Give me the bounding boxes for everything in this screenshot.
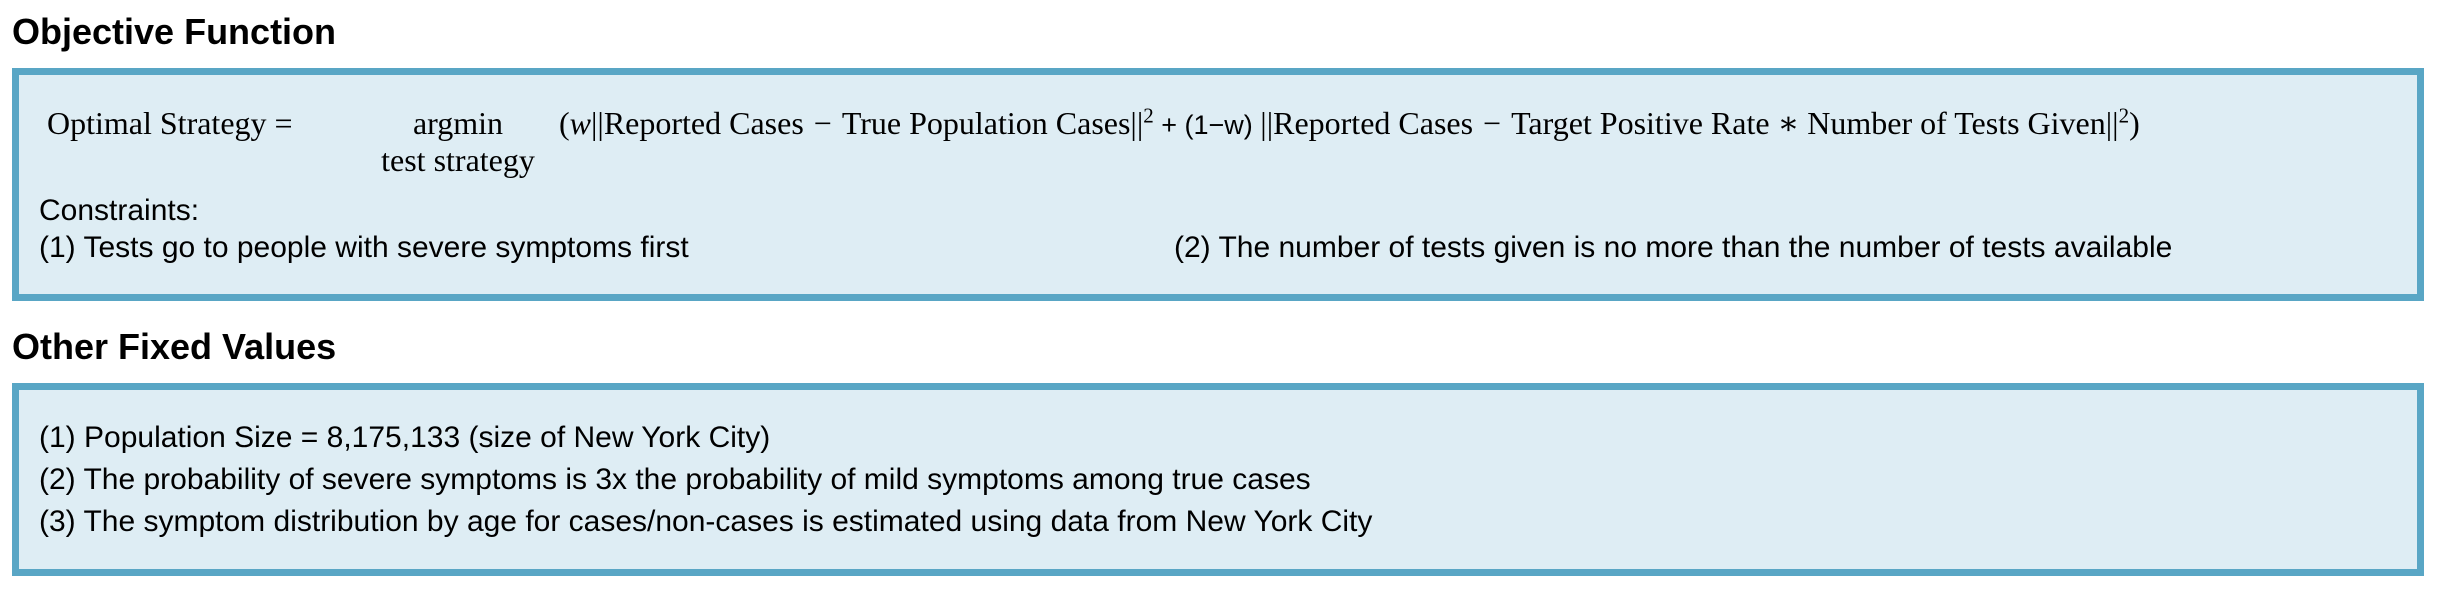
minus-sign-2: − bbox=[1483, 105, 1502, 141]
argmin-subscript: test strategy bbox=[381, 142, 535, 178]
reported-cases-term-2: Reported Cases bbox=[1273, 105, 1474, 141]
objective-formula: Optimal Strategy = argmin test strategy … bbox=[47, 103, 2427, 183]
square-exponent-2: 2 bbox=[2118, 103, 2130, 128]
fixed-value-item: (3) The symptom distribution by age for … bbox=[39, 505, 1373, 538]
close-paren: ) bbox=[2129, 105, 2140, 141]
norm-close-1: || bbox=[1130, 105, 1144, 141]
argmin-operator: argmin test strategy bbox=[352, 103, 564, 177]
other-fixed-values-box: (1) Population Size = 8,175,133 (size of… bbox=[12, 383, 2424, 576]
constraint-item: (2) The number of tests given is no more… bbox=[1174, 231, 2173, 264]
objective-function-heading: Objective Function bbox=[12, 11, 337, 52]
minus-sign-1: − bbox=[813, 105, 832, 141]
fixed-values-list: (1) Population Size = 8,175,133 (size of… bbox=[39, 417, 1372, 543]
argmin-word: argmin bbox=[412, 105, 504, 141]
constraints-label: Constraints: bbox=[39, 194, 200, 227]
norm-open-2: || bbox=[1260, 105, 1274, 141]
complement-weight-term: + (1−w) bbox=[1153, 110, 1261, 140]
reported-cases-term-1: Reported Cases bbox=[603, 105, 804, 141]
formula-lhs: Optimal Strategy = bbox=[47, 105, 293, 141]
norm-close-2: || bbox=[2105, 105, 2119, 141]
objective-function-box: Optimal Strategy = argmin test strategy … bbox=[12, 68, 2424, 301]
fixed-value-item: (1) Population Size = 8,175,133 (size of… bbox=[39, 421, 771, 454]
true-cases-term: True Population Cases bbox=[841, 105, 1131, 141]
other-fixed-values-heading: Other Fixed Values bbox=[12, 326, 337, 367]
target-term: Target Positive Rate ∗ Number of Tests G… bbox=[1511, 105, 2106, 141]
weight-symbol: w bbox=[569, 105, 591, 141]
constraint-item: (1) Tests go to people with severe sympt… bbox=[39, 231, 689, 264]
formula-expression: (w||Reported Cases − True Population Cases… bbox=[559, 103, 2140, 145]
square-exponent-1: 2 bbox=[1143, 103, 1154, 128]
open-paren: ( bbox=[559, 105, 570, 141]
norm-open-1: || bbox=[591, 105, 604, 141]
fixed-value-item: (2) The probability of severe symptoms i… bbox=[39, 463, 1311, 496]
